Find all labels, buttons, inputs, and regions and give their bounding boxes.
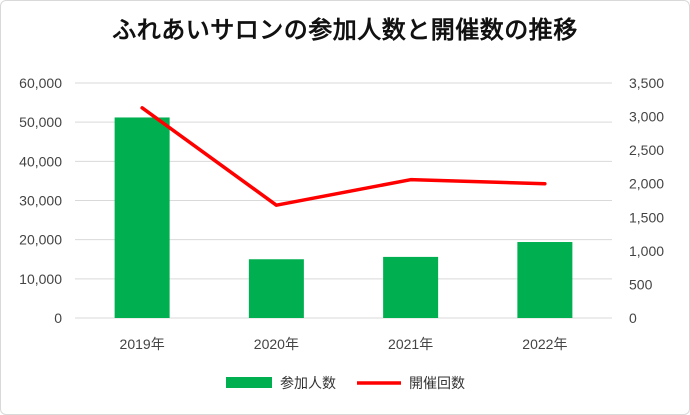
bar xyxy=(248,259,304,318)
left-tick-label: 50,000 xyxy=(19,114,62,130)
series-line xyxy=(140,106,547,207)
bar xyxy=(517,242,573,318)
x-tick-label: 2022年 xyxy=(522,336,567,352)
legend-label-line: 開催回数 xyxy=(409,376,465,392)
bar xyxy=(383,256,439,318)
legend: 参加人数 開催回数 xyxy=(226,375,465,392)
right-tick-label: 0 xyxy=(629,310,637,326)
x-tick-label: 2021年 xyxy=(388,336,433,352)
left-tick-label: 20,000 xyxy=(19,232,62,248)
right-tick-label: 500 xyxy=(629,276,653,292)
left-tick-label: 0 xyxy=(54,310,62,326)
right-tick-label: 2,500 xyxy=(629,142,664,158)
left-tick-label: 60,000 xyxy=(19,75,62,91)
left-axis-ticks: 0 10,000 20,000 30,000 40,000 50,000 60,000 xyxy=(19,75,62,326)
legend-swatch-bar xyxy=(226,377,272,388)
left-tick-label: 10,000 xyxy=(19,271,62,287)
left-tick-label: 40,000 xyxy=(19,153,62,169)
right-tick-label: 2,000 xyxy=(629,176,664,192)
right-tick-label: 3,500 xyxy=(629,75,664,91)
x-tick-label: 2020年 xyxy=(254,336,299,352)
bar xyxy=(114,117,170,318)
line-series xyxy=(140,106,547,207)
right-axis-ticks: 0 500 1,000 1,500 2,000 2,500 3,000 3,500 xyxy=(629,75,664,326)
right-tick-label: 3,000 xyxy=(629,109,664,125)
x-axis-ticks: 2019年 2020年 2021年 2022年 xyxy=(120,336,568,352)
chart-title: ふれあいサロンの参加人数と開催数の推移 xyxy=(112,16,578,44)
legend-label-bar: 参加人数 xyxy=(280,375,336,392)
x-tick-label: 2019年 xyxy=(120,336,165,352)
left-tick-label: 30,000 xyxy=(19,193,62,209)
bar-series xyxy=(114,117,573,318)
right-tick-label: 1,000 xyxy=(629,243,664,259)
right-tick-label: 1,500 xyxy=(629,209,664,225)
